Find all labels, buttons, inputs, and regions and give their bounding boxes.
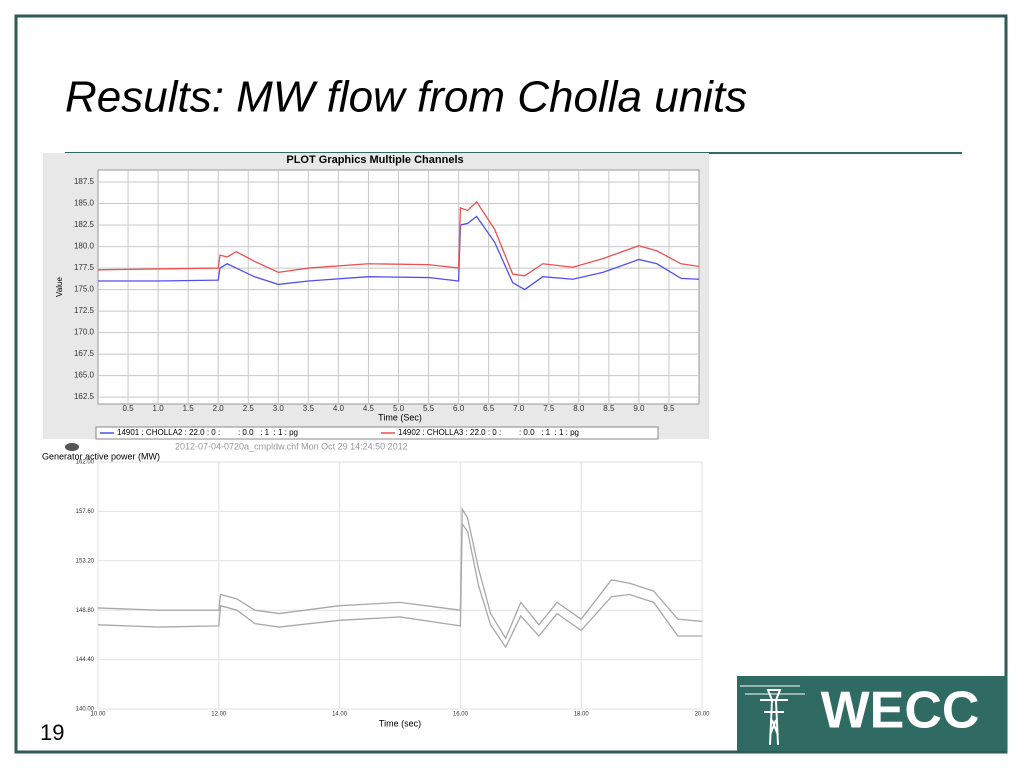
x-tick-label: 7.0 xyxy=(513,404,525,413)
logo-tower xyxy=(740,685,805,746)
x-tick-label: 3.0 xyxy=(273,404,285,413)
x-tick-label: 1.0 xyxy=(153,404,165,413)
chart-title: Generator active power (MW) xyxy=(42,451,160,461)
legend-label: 14901 : CHOLLA2 : 22.0 : 0 : : 0.0 : 1 :… xyxy=(117,428,298,437)
y-tick-label: 148.80 xyxy=(76,608,95,614)
x-tick-label: 7.5 xyxy=(543,404,555,413)
y-tick-label: 157.60 xyxy=(76,509,95,515)
y-tick-label: 144.40 xyxy=(76,657,95,663)
x-tick-label: 8.0 xyxy=(573,404,585,413)
x-tick-label: 3.5 xyxy=(303,404,315,413)
page-number: 19 xyxy=(40,720,64,745)
y-tick-label: 172.5 xyxy=(74,306,95,315)
y-tick-label: 182.5 xyxy=(74,220,95,229)
y-tick-label: 180.0 xyxy=(74,242,95,251)
x-tick-label: 4.0 xyxy=(333,404,345,413)
legend-label: 14902 : CHOLLA3 : 22.0 : 0 : : 0.0 : 1 :… xyxy=(398,428,579,437)
x-tick-label: 10.00 xyxy=(90,712,106,718)
x-tick-label: 4.5 xyxy=(363,404,375,413)
x-tick-label: 9.0 xyxy=(633,404,645,413)
y-tick-label: 170.0 xyxy=(74,328,95,337)
x-tick-label: 18.00 xyxy=(574,712,590,718)
series-line xyxy=(97,506,703,640)
plot-area xyxy=(97,461,703,710)
x-tick-label: 6.5 xyxy=(483,404,495,413)
x-tick-label: 6.0 xyxy=(453,404,465,413)
series-line xyxy=(97,521,702,649)
slide-title: Results: MW flow from Cholla units xyxy=(65,73,747,122)
x-tick-label: 20.00 xyxy=(694,712,710,718)
y-tick-label: 175.0 xyxy=(74,285,95,294)
x-tick-label: 9.5 xyxy=(663,404,675,413)
app-icon xyxy=(65,443,79,451)
x-tick-label: 12.00 xyxy=(211,712,227,718)
y-tick-label: 165.0 xyxy=(74,371,95,380)
y-tick-label: 162.5 xyxy=(74,392,95,401)
x-tick-label: 2.5 xyxy=(243,404,255,413)
x-tick-label: 16.00 xyxy=(453,712,469,718)
x-tick-label: 14.00 xyxy=(332,712,348,718)
x-tick-label: 5.5 xyxy=(423,404,435,413)
chart-title: PLOT Graphics Multiple Channels xyxy=(286,154,463,166)
y-tick-label: 177.5 xyxy=(74,263,95,272)
x-tick-label: 5.0 xyxy=(393,404,405,413)
y-tick-label: 162.00 xyxy=(76,460,95,466)
y-tick-label: 140.00 xyxy=(76,707,95,713)
y-tick-label: 153.20 xyxy=(76,558,95,564)
y-tick-label: 185.0 xyxy=(74,199,95,208)
y-tick-label: 187.5 xyxy=(74,177,95,186)
y-tick-label: 167.5 xyxy=(74,349,95,358)
logo-text: WECC xyxy=(821,682,980,740)
x-tick-label: 8.5 xyxy=(603,404,615,413)
logo-box xyxy=(737,676,1007,751)
x-axis-label: Time (Sec) xyxy=(378,412,422,422)
x-tick-label: 2.0 xyxy=(213,404,225,413)
series-line xyxy=(97,200,700,277)
x-tick-label: 1.5 xyxy=(183,404,195,413)
x-axis-label: Time (sec) xyxy=(379,718,421,728)
legend-box xyxy=(95,426,659,440)
chart-subtitle: 2012-07-04-0720a_cmpldw.chf Mon Oct 29 1… xyxy=(175,441,408,451)
y-axis-label: Value xyxy=(55,277,64,297)
x-tick-label: 0.5 xyxy=(122,404,134,413)
